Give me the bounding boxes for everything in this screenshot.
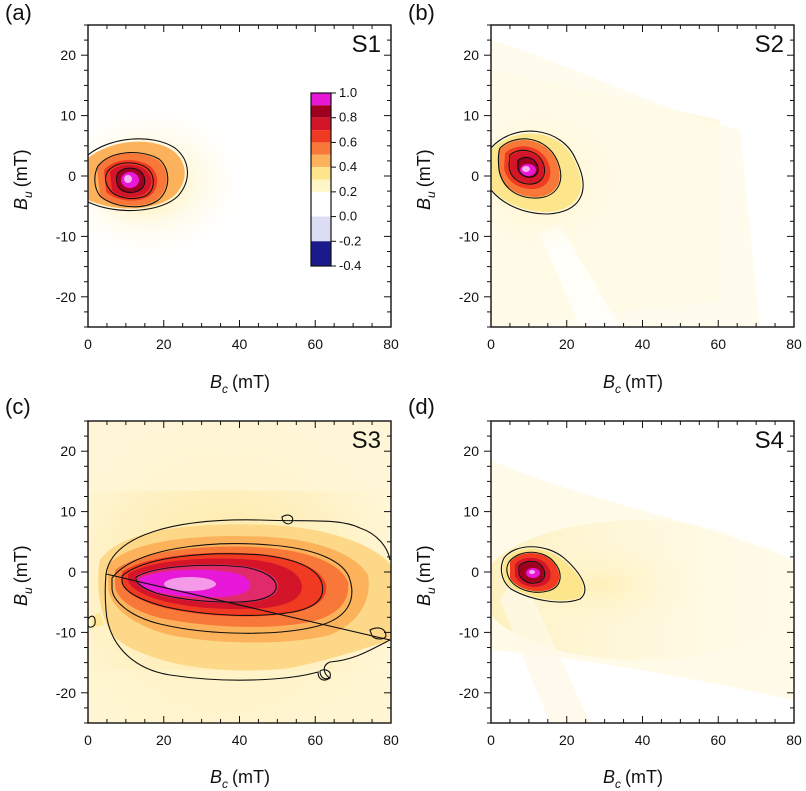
x-tick-label: 0	[84, 732, 92, 748]
panel-b-sample-name: S2	[755, 31, 784, 58]
ylabel-a: Bu(mT)	[11, 149, 35, 210]
xlabel-b: Bc (mT)	[603, 372, 663, 396]
panel-a: 0 20 40 60 80 20 10 0 -10 -20 (a) S1	[5, 0, 399, 352]
colorbar-band	[311, 117, 331, 131]
y-tick-label: 10	[463, 108, 479, 124]
y-tick-label: 20	[463, 47, 479, 63]
colorbar-band	[311, 167, 331, 180]
x-tick-label: 40	[232, 336, 248, 352]
x-tick-label: 80	[786, 336, 802, 352]
y-tick-label: -10	[56, 624, 76, 640]
y-tick-label: 20	[60, 443, 76, 459]
panel-a-sample-name: S1	[352, 31, 381, 58]
y-tick-label: -20	[459, 289, 479, 305]
x-tick-label: 80	[383, 336, 399, 352]
xlabel-c: Bc (mT)	[210, 767, 270, 791]
x-tick-label: 60	[710, 732, 726, 748]
colorbar-band	[311, 142, 331, 155]
y-tick-label: -20	[56, 289, 76, 305]
panel-d-sample-name: S4	[755, 427, 784, 454]
x-tick-label: 60	[307, 732, 323, 748]
y-tick-label: 0	[471, 564, 479, 580]
colorbar-band	[311, 154, 331, 168]
xlabel-d: Bc (mT)	[603, 767, 663, 791]
colorbar-band	[311, 216, 331, 242]
x-tick-label: 40	[635, 336, 651, 352]
y-tick-label: 20	[60, 47, 76, 63]
x-tick-label: 20	[559, 336, 575, 352]
x-tick-label: 20	[156, 732, 172, 748]
y-tick-label: -20	[56, 685, 76, 701]
panel-a-heatmap	[88, 25, 391, 327]
colorbar-tick-label: 0.2	[339, 184, 357, 199]
colorbar-tick-label: -0.4	[339, 258, 361, 273]
panel-c-heatmap	[88, 421, 391, 723]
panel-b: 0 20 40 60 80 20 10 0 -10 -20 (b) S2	[408, 0, 802, 352]
y-tick-label: 10	[463, 504, 479, 520]
colorbar-tick-label: -0.2	[339, 233, 361, 248]
panel-d-label: (d)	[408, 394, 435, 419]
x-tick-label: 80	[786, 732, 802, 748]
panel-d-heatmap	[491, 421, 794, 723]
colorbar-tick-label: 1.0	[339, 85, 357, 100]
colorbar-band	[311, 241, 331, 266]
y-tick-label: 10	[60, 504, 76, 520]
x-tick-label: 60	[307, 336, 323, 352]
y-tick-label: 0	[471, 168, 479, 184]
panel-d: 0 20 40 60 80 20 10 0 -10 -20 (d) S4	[408, 394, 802, 748]
ylabel-c: Bu(mT)	[11, 545, 35, 606]
x-tick-label: 0	[487, 336, 495, 352]
x-tick-label: 20	[156, 336, 172, 352]
colorbar: 1.0 0.8 0.6 0.4 0.2 0.0 -0.2 -0.4	[310, 85, 361, 273]
y-tick-label: 20	[463, 443, 479, 459]
colorbar-band	[311, 93, 331, 106]
panel-b-label: (b)	[408, 0, 435, 25]
y-tick-label: -20	[459, 685, 479, 701]
y-tick-label: -10	[459, 624, 479, 640]
y-tick-label: 0	[68, 564, 76, 580]
x-tick-label: 0	[84, 336, 92, 352]
colorbar-band	[311, 191, 331, 217]
x-tick-label: 0	[487, 732, 495, 748]
x-tick-label: 60	[710, 336, 726, 352]
xlabel-a: Bc (mT)	[210, 372, 270, 396]
y-tick-label: 0	[68, 168, 76, 184]
colorbar-tick-label: 0.0	[339, 209, 357, 224]
y-tick-label: -10	[56, 228, 76, 244]
panel-c: 0 20 40 60 80 20 10 0 -10 -20 (c) S3	[5, 394, 399, 748]
x-tick-label: 40	[635, 732, 651, 748]
colorbar-tick-label: 0.4	[339, 159, 357, 174]
y-tick-label: 10	[60, 108, 76, 124]
panel-c-label: (c)	[5, 394, 31, 419]
colorbar-frame	[310, 92, 332, 267]
colorbar-band	[311, 179, 331, 192]
y-tick-label: -10	[459, 228, 479, 244]
x-tick-label: 80	[383, 732, 399, 748]
colorbar-tick-label: 0.8	[339, 110, 357, 125]
colorbar-band	[311, 130, 331, 143]
ylabel-b: Bu(mT)	[414, 149, 438, 210]
colorbar-tick-label: 0.6	[339, 134, 357, 149]
panel-a-label: (a)	[5, 0, 32, 25]
x-tick-label: 20	[559, 732, 575, 748]
x-tick-label: 40	[232, 732, 248, 748]
colorbar-band	[311, 105, 331, 118]
ylabel-d: Bu(mT)	[414, 545, 438, 606]
panel-b-heatmap	[491, 25, 794, 327]
axis-labels: Bc (mT) Bc (mT) Bc (mT) Bc (mT) Bu(mT) Bu(mT…	[11, 149, 663, 791]
panel-c-sample-name: S3	[352, 427, 381, 454]
